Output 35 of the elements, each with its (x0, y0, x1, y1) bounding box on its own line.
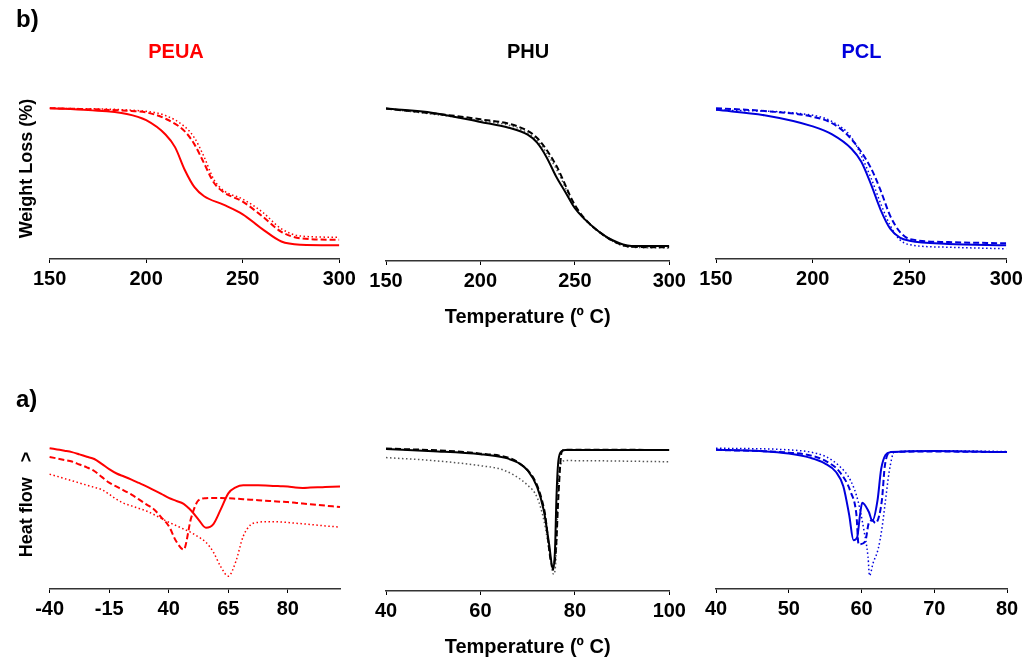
x-tick-label: 40 (704, 596, 728, 619)
text: b) (16, 4, 39, 32)
x-tick-label: 60 (469, 598, 492, 621)
x-tick-label: 250 (892, 266, 927, 289)
x-tick-label: -40 (35, 596, 65, 619)
x-tick-label: 40 (374, 598, 398, 621)
x-tick-label: 65 (217, 596, 240, 619)
x-tick-label: 250 (558, 268, 592, 291)
x-tick-label: 200 (463, 268, 498, 291)
x-tick-label: 50 (777, 596, 800, 619)
x-tick-label: 150 (32, 266, 67, 289)
x-tick-label: 70 (923, 596, 946, 619)
x-tick-label: 200 (796, 266, 830, 289)
text: a) (16, 384, 38, 412)
x-tick-label: -15 (94, 596, 124, 619)
x-axis-title: Temperature (º C) (444, 634, 611, 657)
x-tick-label: 80 (563, 598, 586, 621)
x-tick-label: 300 (652, 268, 686, 291)
x-tick-label: 80 (276, 596, 299, 619)
x-tick-label: 250 (226, 266, 260, 289)
x-tick-label: 300 (989, 266, 1023, 289)
x-tick-label: 150 (369, 268, 403, 291)
y-axis-title: Weight Loss (%) (15, 98, 36, 239)
x-tick-label: 300 (322, 266, 356, 289)
chart-title: PCL (841, 39, 882, 62)
x-tick-label: 40 (157, 596, 180, 619)
x-tick-label: 150 (699, 266, 733, 289)
x-axis-title: Temperature (º C) (444, 304, 611, 327)
x-tick-label: 200 (129, 266, 163, 289)
x-tick-label: 60 (850, 596, 873, 619)
y-axis-title: Heat flow > (15, 451, 36, 558)
x-tick-label: 100 (652, 598, 686, 621)
x-tick-label: 80 (995, 596, 1019, 619)
chart-title: PHU (506, 39, 550, 62)
chart-title: PEUA (148, 39, 204, 62)
